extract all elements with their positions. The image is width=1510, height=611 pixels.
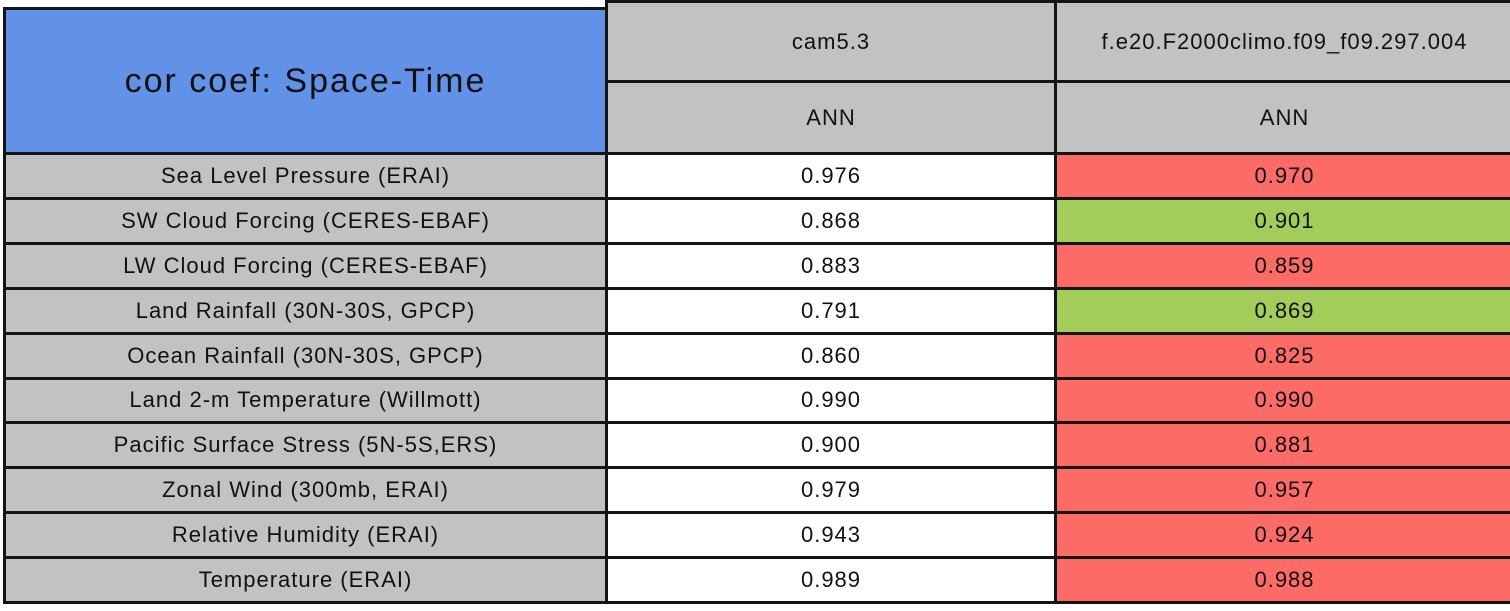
- experiment-value: 0.957: [1057, 469, 1510, 512]
- row-label: Temperature (ERAI): [6, 559, 605, 601]
- cam53-value: 0.791: [608, 289, 1054, 332]
- experiment-value: 0.869: [1057, 289, 1510, 332]
- experiment-value: 0.881: [1057, 424, 1510, 467]
- row-label: Pacific Surface Stress (5N-5S,ERS): [6, 424, 605, 467]
- experiment-value: 0.988: [1057, 559, 1510, 601]
- row-label: SW Cloud Forcing (CERES-EBAF): [6, 199, 605, 242]
- variable-label-column: cor coef: Space-Time Sea Level Pressure …: [3, 7, 605, 604]
- cam53-value: 0.979: [608, 469, 1054, 512]
- row-label: Land 2-m Temperature (Willmott): [6, 379, 605, 422]
- experiment-value: 0.924: [1057, 514, 1510, 557]
- row-label: Relative Humidity (ERAI): [6, 514, 605, 557]
- row-label: Sea Level Pressure (ERAI): [6, 155, 605, 197]
- experiment-value: 0.901: [1057, 199, 1510, 242]
- row-label: Ocean Rainfall (30N-30S, GPCP): [6, 334, 605, 377]
- row-label: Land Rainfall (30N-30S, GPCP): [6, 289, 605, 332]
- model-b-header: f.e20.F2000climo.f09_f09.297.004: [1057, 3, 1510, 80]
- season-a-header: ANN: [608, 83, 1054, 152]
- model-a-header: cam5.3: [608, 3, 1054, 80]
- row-label: Zonal Wind (300mb, ERAI): [6, 469, 605, 512]
- season-b-header: ANN: [1057, 83, 1510, 152]
- cam53-value: 0.860: [608, 334, 1054, 377]
- experiment-value: 0.990: [1057, 379, 1510, 422]
- cam53-value: 0.989: [608, 559, 1054, 601]
- cam53-value: 0.900: [608, 424, 1054, 467]
- experiment-value: 0.970: [1057, 155, 1510, 197]
- cam53-value: 0.976: [608, 155, 1054, 197]
- row-label: LW Cloud Forcing (CERES-EBAF): [6, 244, 605, 287]
- cam53-value: 0.868: [608, 199, 1054, 242]
- cam53-value: 0.943: [608, 514, 1054, 557]
- experiment-value: 0.859: [1057, 244, 1510, 287]
- values-block: cam5.3 f.e20.F2000climo.f09_f09.297.004 …: [605, 0, 1510, 604]
- experiment-value: 0.825: [1057, 334, 1510, 377]
- cam53-value: 0.990: [608, 379, 1054, 422]
- table-title: cor coef: Space-Time: [6, 10, 605, 152]
- cam53-value: 0.883: [608, 244, 1054, 287]
